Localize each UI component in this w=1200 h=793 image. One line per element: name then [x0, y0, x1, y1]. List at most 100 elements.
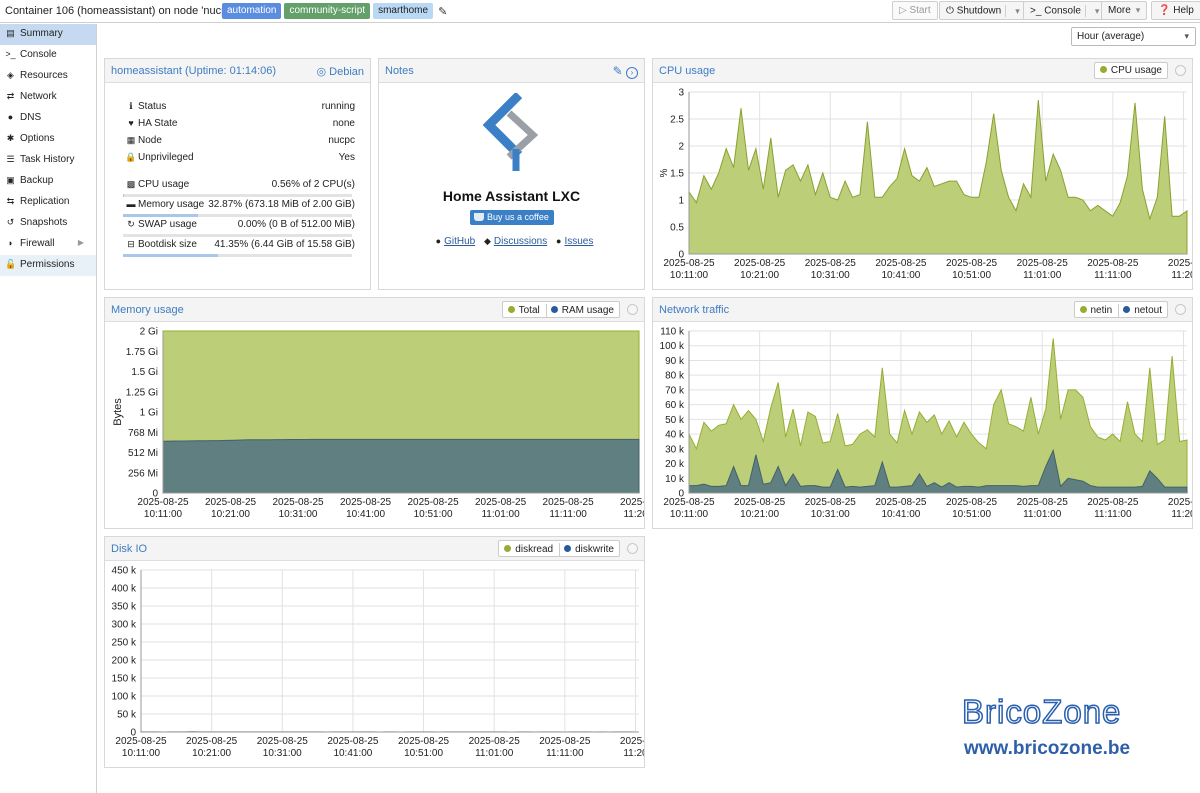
memory-legend[interactable]: Total RAM usage — [501, 301, 620, 318]
x-tick-label: 11:11:00 — [1094, 270, 1132, 281]
y-tick-label: 30 k — [665, 444, 685, 455]
y-tick-label: 400 k — [112, 584, 137, 595]
disk-legend[interactable]: diskread diskwrite — [498, 540, 620, 557]
node-row: ▦ Node nucpc — [126, 135, 355, 146]
x-tick-label: 10:11:00 — [144, 509, 183, 520]
x-tick-label: 10:51:00 — [952, 270, 991, 281]
floppy-icon: ▣ — [6, 175, 15, 185]
power-icon: ⏻ — [946, 5, 954, 17]
x-tick-label: 10:21:00 — [211, 509, 250, 520]
sidebar-item-dns[interactable]: ● DNS — [0, 108, 96, 129]
disk-chart: 0 50 k 100 k 150 k 200 k 250 k 300 k 350 k 400 k… — [112, 566, 644, 760]
reset-zoom-button[interactable] — [1175, 65, 1186, 76]
cpu-legend[interactable]: CPU usage — [1093, 62, 1168, 79]
sidebar: ▤ Summary >_ Console ◈ Resources ⇄ Network ●… — [0, 24, 97, 793]
sidebar-item-task-history[interactable]: ☰ Task History — [6, 154, 75, 165]
status-title: homeassistant (Uptime: 01:14:06) — [111, 65, 277, 77]
x-tick-label: 10:21:00 — [192, 748, 231, 759]
cpu-usage-row: ▩ CPU usage 0.56% of 2 CPU(s) — [126, 179, 355, 190]
memory-icon: ▬ — [126, 199, 136, 209]
y-tick-label: 450 k — [112, 566, 137, 577]
notes-panel-header: Notes ✎ › — [379, 59, 644, 83]
issues-link[interactable]: Issues — [564, 236, 594, 247]
reset-zoom-button[interactable] — [1175, 304, 1186, 315]
tag-automation[interactable]: automation — [222, 3, 282, 19]
help-button[interactable]: ❓ Help — [1151, 1, 1200, 20]
sidebar-item-firewall[interactable]: ◗ Firewall ▶ — [0, 234, 96, 255]
y-tick-label: 100 k — [112, 692, 137, 703]
x-tick-label: 11:20 — [1171, 270, 1192, 281]
unprivileged-row: 🔒 Unprivileged Yes — [125, 152, 355, 163]
sidebar-item-permissions[interactable]: 🔓 Permissions — [0, 255, 96, 276]
sidebar-item-summary[interactable]: ▤ Summary — [0, 24, 96, 45]
y-tick-label: 1 — [678, 196, 684, 207]
exchange-icon: ⇄ — [6, 91, 15, 101]
y-tick-label: 2.5 — [670, 115, 684, 126]
collapse-icon[interactable]: › — [626, 67, 638, 79]
x-tick-label: 2025-08-25 — [137, 497, 189, 508]
tag-community-script[interactable]: community-script — [284, 3, 371, 19]
y-tick-label: 2 — [678, 142, 684, 153]
legend-dot — [1099, 66, 1107, 73]
y-tick-label: 1.75 Gi — [126, 347, 158, 358]
memory-panel-header: Memory usage Total RAM usage — [105, 298, 644, 322]
network-chart: 0 10 k 20 k 30 k 40 k 50 k 60 k 70 k 80 k 90 k 100… — [660, 327, 1192, 521]
x-tick-label: 2025-08-25 — [539, 736, 591, 747]
github-link[interactable]: GitHub — [444, 236, 476, 247]
tag-smarthome[interactable]: smarthome — [373, 3, 434, 19]
console-button[interactable]: >_ Console ▾ — [1023, 1, 1107, 20]
sidebar-item-console[interactable]: >_ Console — [5, 49, 57, 60]
sidebar-item-resources[interactable]: ◈ Resources — [0, 66, 96, 87]
play-icon: ▷ — [899, 5, 907, 16]
sidebar-item-replication[interactable]: ⇆ Replication — [6, 196, 70, 207]
discussions-link[interactable]: Discussions — [493, 236, 548, 247]
chevron-down-icon[interactable]: ▾ — [1094, 5, 1100, 16]
timeframe-select[interactable]: Hour (average) ▾ — [1071, 27, 1196, 46]
sidebar-item-backup[interactable]: ▣ Backup — [6, 175, 54, 186]
network-panel: Network traffic netin netout 0 10 k 20 k 30 … — [652, 297, 1193, 529]
x-tick-label: 2025-08-25 — [1017, 497, 1069, 508]
x-tick-label: 11:11:00 — [549, 509, 587, 520]
edit-tags-icon[interactable]: ✎ — [438, 5, 448, 18]
cpu-panel-header: CPU usage CPU usage — [653, 59, 1192, 83]
x-tick-label: 2025-0 — [620, 497, 644, 508]
history-icon: ↺ — [6, 217, 15, 227]
edit-icon[interactable]: ✎ — [612, 64, 623, 78]
x-tick-label: 10:51:00 — [952, 509, 991, 520]
list-icon: ☰ — [6, 154, 15, 164]
x-tick-label: 10:31:00 — [279, 509, 318, 520]
reset-zoom-button[interactable] — [627, 543, 638, 554]
y-tick-label: 300 k — [112, 620, 137, 631]
ha-state-row: ♥ HA State none — [125, 118, 355, 132]
sidebar-item-network[interactable]: ⇄ Network — [6, 91, 57, 102]
x-tick-label: 2025-08-25 — [205, 497, 257, 508]
refresh-icon: ↻ — [127, 219, 135, 229]
x-tick-label: 10:41:00 — [346, 509, 385, 520]
sidebar-item-options[interactable]: ✱ Options — [6, 133, 55, 144]
x-tick-label: 2025-08-25 — [398, 736, 450, 747]
y-axis-label: % — [659, 168, 670, 177]
network-panel-header: Network traffic netin netout — [653, 298, 1192, 322]
x-tick-label: 2025-08-25 — [1017, 258, 1069, 269]
chevron-down-icon[interactable]: ▾ — [1015, 5, 1020, 16]
y-tick-label: 512 Mi — [128, 448, 158, 459]
info-icon: ℹ — [129, 101, 133, 111]
notes-links: ● GitHub ◆ Discussions ● Issues — [379, 236, 644, 247]
disk-panel: Disk IO diskread diskwrite 0 50 k 100 k 150 … — [104, 536, 645, 768]
start-button[interactable]: ▷ Start — [892, 1, 938, 20]
reset-zoom-button[interactable] — [627, 304, 638, 315]
sidebar-item-snapshots[interactable]: ↺ Snapshots — [6, 217, 68, 228]
shutdown-button[interactable]: ⏻ Shutdown ▾ — [939, 1, 1027, 20]
buy-coffee-badge[interactable]: Buy us a coffee — [470, 210, 554, 225]
more-button[interactable]: More ▾ — [1101, 1, 1148, 20]
notes-title: Notes — [385, 65, 414, 77]
x-tick-label: 2025-08-25 — [946, 497, 998, 508]
github-icon: ● — [435, 236, 442, 246]
x-tick-label: 11:01:00 — [1023, 270, 1062, 281]
x-tick-label: 10:31:00 — [263, 748, 302, 759]
x-tick-label: 10:41:00 — [881, 270, 920, 281]
network-legend[interactable]: netin netout — [1073, 301, 1168, 318]
y-tick-label: 100 k — [660, 341, 685, 352]
x-tick-label: 2025-08-25 — [327, 736, 379, 747]
disk-chart-title: Disk IO — [111, 543, 148, 555]
